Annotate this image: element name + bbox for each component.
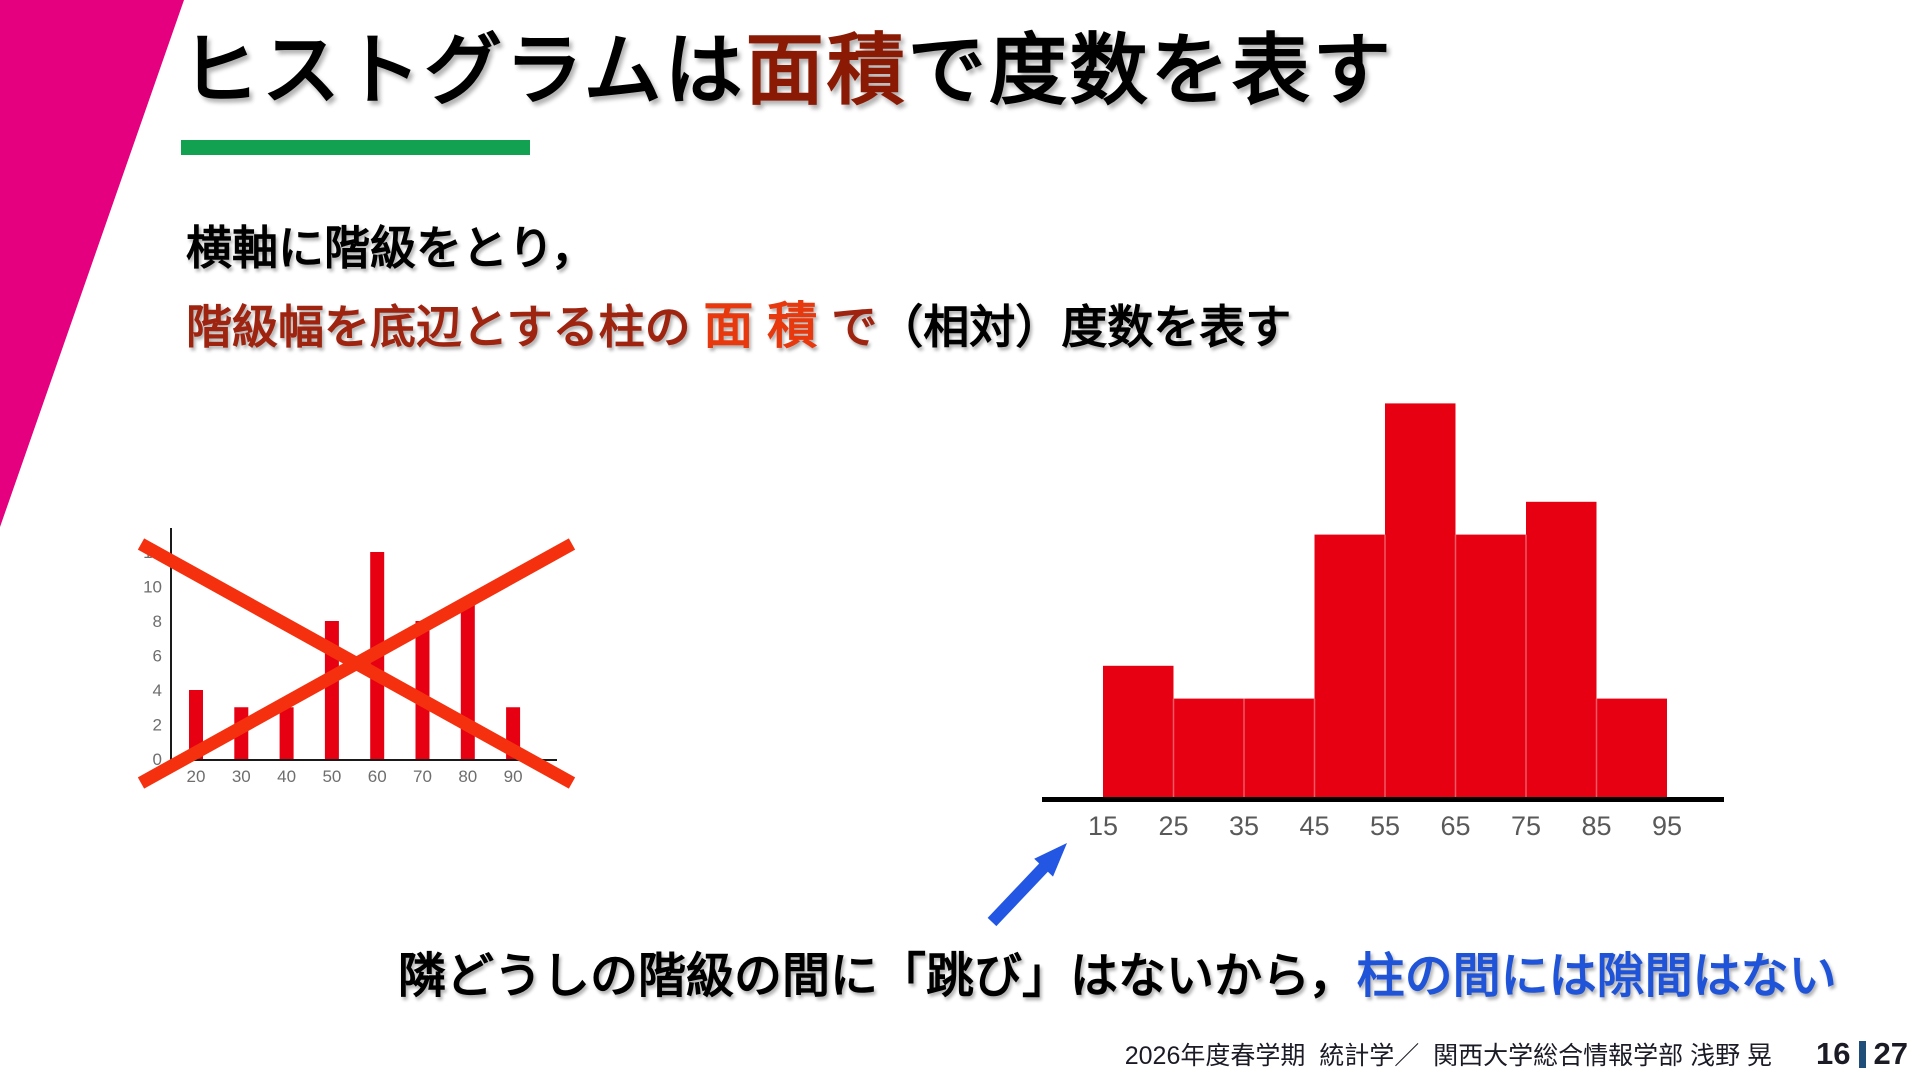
x-tick-label: 55 — [1370, 811, 1400, 841]
note-text: 隣どうしの階級の間に「跳び」はないから，柱の間には隙間はない — [398, 936, 1837, 1006]
x-tick-label: 85 — [1581, 811, 1611, 841]
histogram-bar — [1244, 698, 1315, 797]
title-underline — [181, 140, 530, 155]
y-tick-label: 10 — [143, 578, 162, 597]
y-tick-label: 4 — [153, 681, 162, 700]
x-tick-label: 30 — [232, 767, 251, 786]
note-blue: 柱の間には隙間はない — [1356, 950, 1837, 1003]
body-line2-darkred1: 階級幅を底辺とする柱の — [186, 301, 704, 353]
page-total: 27 — [1873, 1036, 1908, 1071]
x-tick-label: 75 — [1511, 811, 1541, 841]
page-indicator: 16 27 — [1816, 1038, 1908, 1069]
y-tick-label: 2 — [153, 716, 162, 735]
title-pre: ヒストグラムは — [181, 26, 746, 114]
x-tick-label: 45 — [1299, 811, 1329, 841]
body-text-line2: 階級幅を底辺とする柱の 面 積 で（相対）度数を表す — [186, 296, 1291, 356]
histogram-bar — [1173, 698, 1244, 797]
x-tick-label: 35 — [1229, 811, 1259, 841]
histogram-bar — [1455, 534, 1526, 797]
page-current: 16 — [1816, 1036, 1851, 1071]
x-tick-label: 50 — [322, 767, 341, 786]
histogram-bar — [1385, 403, 1456, 797]
x-tick-label: 60 — [368, 767, 387, 786]
y-tick-label: 6 — [153, 647, 162, 666]
crossed-out-bar-chart: 0246810122030405060708090 — [137, 528, 576, 789]
y-tick-label: 0 — [153, 750, 162, 769]
body-line2-darkred2: で — [831, 301, 878, 353]
x-tick-label: 90 — [504, 767, 523, 786]
body-text-line1: 横軸に階級をとり， — [186, 222, 597, 274]
y-tick-label: 8 — [153, 612, 162, 631]
histogram-bar — [1314, 534, 1385, 797]
histogram-bar — [1103, 665, 1174, 797]
x-tick-label: 65 — [1440, 811, 1470, 841]
histogram-bar — [1596, 698, 1667, 797]
slide-footer: 2026年度春学期 統計学／ 関西大学総合情報学部 浅野 晃 16 27 — [1125, 1036, 1908, 1072]
arrow-shaft — [987, 860, 1051, 927]
page-title: ヒストグラムは面積で度数を表す — [181, 26, 1394, 116]
arrow-head — [1034, 843, 1067, 877]
triangle-shape — [0, 0, 184, 527]
note-black: 隣どうしの階級の間に「跳び」はないから， — [398, 950, 1357, 1003]
title-highlight: 面積 — [745, 26, 908, 114]
bar — [279, 707, 294, 759]
corner-accent-triangle — [0, 0, 184, 527]
bar — [189, 690, 203, 759]
page-separator-bar — [1858, 1041, 1866, 1068]
x-tick-label: 20 — [187, 767, 206, 786]
histogram-chart: 15 25 35 45 55 65 75 85 95 — [1042, 403, 1724, 841]
x-tick-label: 25 — [1158, 811, 1188, 841]
x-tick-label: 95 — [1652, 811, 1682, 841]
cross-out-line — [137, 538, 576, 789]
footer-course-text: 2026年度春学期 統計学／ 関西大学総合情報学部 浅野 晃 — [1124, 1042, 1773, 1070]
x-tick-label: 70 — [413, 767, 432, 786]
bar — [460, 603, 475, 759]
body-line2-area-word: 面 積 — [703, 298, 832, 354]
x-tick-label: 15 — [1088, 811, 1118, 841]
x-tick-label: 80 — [458, 767, 477, 786]
bar — [415, 621, 430, 759]
histogram-bar — [1526, 501, 1597, 797]
body-line2-black: （相対）度数を表す — [877, 301, 1292, 353]
title-post: で度数を表す — [907, 26, 1394, 114]
pointer-arrow-icon — [987, 843, 1067, 927]
x-tick-label: 40 — [277, 767, 296, 786]
